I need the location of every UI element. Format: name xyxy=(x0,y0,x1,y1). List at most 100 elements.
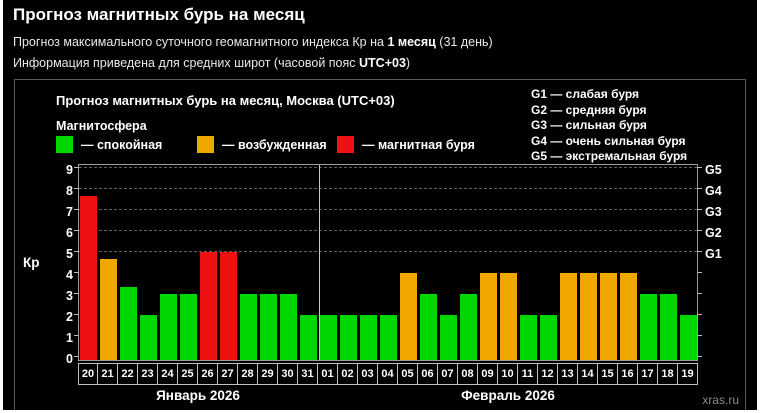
right-axis-label-g1: G1 xyxy=(705,247,722,261)
day-label-06: 06 xyxy=(418,363,438,385)
bar-day-29 xyxy=(260,294,277,360)
day-label-12: 12 xyxy=(538,363,558,385)
day-label-26: 26 xyxy=(198,363,218,385)
g-legend-line: G2 — средняя буря xyxy=(531,102,647,117)
right-axis-label-g5: G5 xyxy=(705,163,722,177)
day-label-16: 16 xyxy=(618,363,638,385)
page-title: Прогноз магнитных бурь на месяц xyxy=(13,5,305,24)
day-label-22: 22 xyxy=(118,363,138,385)
bar-day-25 xyxy=(180,294,197,360)
right-tick-kp-1 xyxy=(697,335,702,336)
bar-day-22 xyxy=(120,287,137,360)
bar-day-17 xyxy=(640,294,657,360)
right-axis-labels: G1 G2 G3 G4 G5 xyxy=(705,163,745,361)
y-tick-label-1: 1 xyxy=(66,331,73,345)
day-label-14: 14 xyxy=(578,363,598,385)
day-label-21: 21 xyxy=(98,363,118,385)
left-tick-kp-6 xyxy=(74,230,79,231)
bar-day-07 xyxy=(440,315,457,360)
y-tick-label-2: 2 xyxy=(66,310,73,324)
y-tick-label-3: 3 xyxy=(66,289,73,303)
legend-label: — магнитная буря xyxy=(362,137,475,152)
bar-day-01 xyxy=(320,315,337,360)
page-subtitle-timezone: Информация приведена для средних широт (… xyxy=(13,56,410,70)
left-tick-kp-7 xyxy=(74,209,79,210)
y-tick-label-8: 8 xyxy=(66,184,73,198)
y-axis-title: Кр xyxy=(23,255,40,270)
right-tick-kp-3 xyxy=(697,293,702,294)
y-tick-label-6: 6 xyxy=(66,226,73,240)
legend-label: — возбужденная xyxy=(222,137,327,152)
left-tick-kp-1 xyxy=(74,335,79,336)
gridline-kp-8 xyxy=(79,188,697,189)
right-tick-kp-8 xyxy=(697,188,702,189)
day-label-20: 20 xyxy=(78,363,98,385)
subtitle2-suffix: ) xyxy=(405,56,411,70)
subtitle1-suffix: (31 день) xyxy=(435,35,493,49)
bar-day-31 xyxy=(300,315,317,360)
bar-day-18 xyxy=(660,294,677,360)
chart-title: Прогноз магнитных бурь на месяц, Москва … xyxy=(56,93,395,108)
day-label-08: 08 xyxy=(458,363,478,385)
g-legend-line: G5 — экстремальная буря xyxy=(531,149,688,163)
day-label-10: 10 xyxy=(498,363,518,385)
day-label-17: 17 xyxy=(638,363,658,385)
legend-item-storm: — магнитная буря xyxy=(337,136,475,153)
day-label-05: 05 xyxy=(398,363,418,385)
left-tick-kp-4 xyxy=(74,272,79,273)
left-tick-kp-3 xyxy=(74,293,79,294)
bar-day-15 xyxy=(600,273,617,360)
bar-day-24 xyxy=(160,294,177,360)
day-label-04: 04 xyxy=(378,363,398,385)
subtitle2-text: Информация приведена для средних широт (… xyxy=(13,56,359,70)
gridline-kp-5 xyxy=(79,251,697,252)
y-tick-label-4: 4 xyxy=(66,268,73,282)
bar-day-19 xyxy=(680,315,697,360)
subtitle2-bold: UTC+03 xyxy=(359,56,406,70)
day-label-28: 28 xyxy=(238,363,258,385)
legend-label: — спокойная xyxy=(81,137,163,152)
y-axis-labels: 0 1 2 3 4 5 6 7 8 9 xyxy=(43,163,73,366)
left-tick-kp-2 xyxy=(74,314,79,315)
gridline-kp-7 xyxy=(79,209,697,210)
right-axis-label-g3: G3 xyxy=(705,205,722,219)
g-legend-line: G4 — очень сильная буря xyxy=(531,133,686,148)
day-label-02: 02 xyxy=(338,363,358,385)
y-tick-label-5: 5 xyxy=(66,247,73,261)
day-label-01: 01 xyxy=(318,363,338,385)
bar-day-26 xyxy=(200,252,217,360)
right-tick-kp-2 xyxy=(697,314,702,315)
right-tick-kp-0 xyxy=(697,356,702,357)
legend-title: Магнитосфера xyxy=(56,119,147,133)
legend-swatch-excited-icon xyxy=(197,136,214,153)
chart-widget: Прогноз магнитных бурь на месяц, Москва … xyxy=(14,79,746,410)
legend-swatch-storm-icon xyxy=(337,136,354,153)
legend-item-excited: — возбужденная xyxy=(197,136,327,153)
day-label-24: 24 xyxy=(158,363,178,385)
day-label-18: 18 xyxy=(658,363,678,385)
left-tick-kp-9 xyxy=(74,167,79,168)
bar-day-12 xyxy=(540,315,557,360)
legend-swatch-quiet-icon xyxy=(56,136,73,153)
bar-day-28 xyxy=(240,294,257,360)
g-legend-line: G1 — слабая буря xyxy=(531,87,640,101)
right-tick-kp-5 xyxy=(697,251,702,252)
day-label-23: 23 xyxy=(138,363,158,385)
subtitle1-bold: 1 месяц xyxy=(387,35,436,49)
day-label-09: 09 xyxy=(478,363,498,385)
bar-day-23 xyxy=(140,315,157,360)
month-separator xyxy=(319,165,320,360)
plot-area xyxy=(74,164,702,361)
bar-day-13 xyxy=(560,273,577,360)
x-axis-day-labels: 20 21 22 23 24 25 26 27 28 29 30 31 01 02 03 04 05 06 07 08… xyxy=(78,363,698,385)
day-label-19: 19 xyxy=(678,363,698,385)
day-label-07: 07 xyxy=(438,363,458,385)
day-label-25: 25 xyxy=(178,363,198,385)
left-tick-kp-8 xyxy=(74,188,79,189)
bar-day-11 xyxy=(520,315,537,360)
y-tick-label-9: 9 xyxy=(66,163,73,177)
right-tick-kp-4 xyxy=(697,272,702,273)
right-axis-label-g2: G2 xyxy=(705,226,722,240)
bar-day-21 xyxy=(100,259,117,360)
bar-day-10 xyxy=(500,273,517,360)
